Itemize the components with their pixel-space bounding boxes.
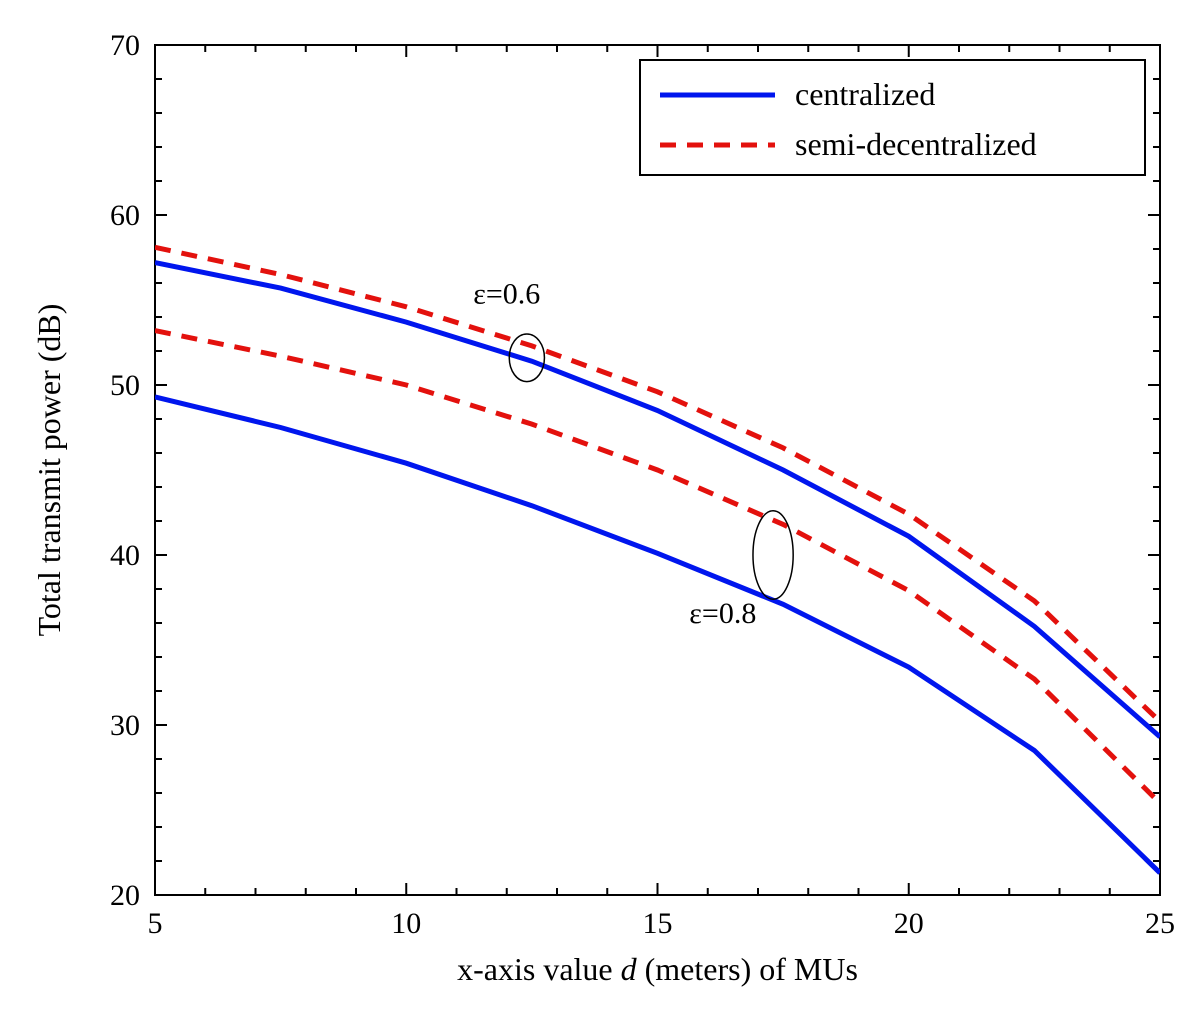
y-tick-label: 40 [110, 539, 140, 572]
y-tick-label: 60 [110, 199, 140, 232]
line-chart: 5 10 15 20 25 20 30 40 50 60 70 x-axis value d (met… [0, 0, 1200, 1020]
y-tick-label: 50 [110, 369, 140, 402]
annotation-ellipse [753, 511, 793, 599]
chart-svg: 5 10 15 20 25 20 30 40 50 60 70 x-axis value d (met… [0, 0, 1200, 1020]
y-tick-label: 20 [110, 879, 140, 912]
legend-label: centralized [795, 76, 935, 112]
x-tick-label: 15 [643, 907, 673, 940]
y-tick-label: 70 [110, 29, 140, 62]
legend-label: semi-decentralized [795, 126, 1037, 162]
annotation-label: ε=0.8 [689, 597, 756, 630]
annotation-label: ε=0.6 [473, 277, 540, 310]
y-axis-label: Total transmit power (dB) [31, 304, 67, 637]
y-tick-label: 30 [110, 709, 140, 742]
x-tick-label: 25 [1145, 907, 1175, 940]
series-group [155, 247, 1160, 873]
series-line [155, 263, 1160, 737]
x-tick-label: 5 [148, 907, 163, 940]
x-tick-label: 20 [894, 907, 924, 940]
x-tick-label: 10 [391, 907, 421, 940]
x-axis-label: x-axis value d (meters) of MUs [457, 951, 858, 987]
series-line [155, 247, 1160, 721]
